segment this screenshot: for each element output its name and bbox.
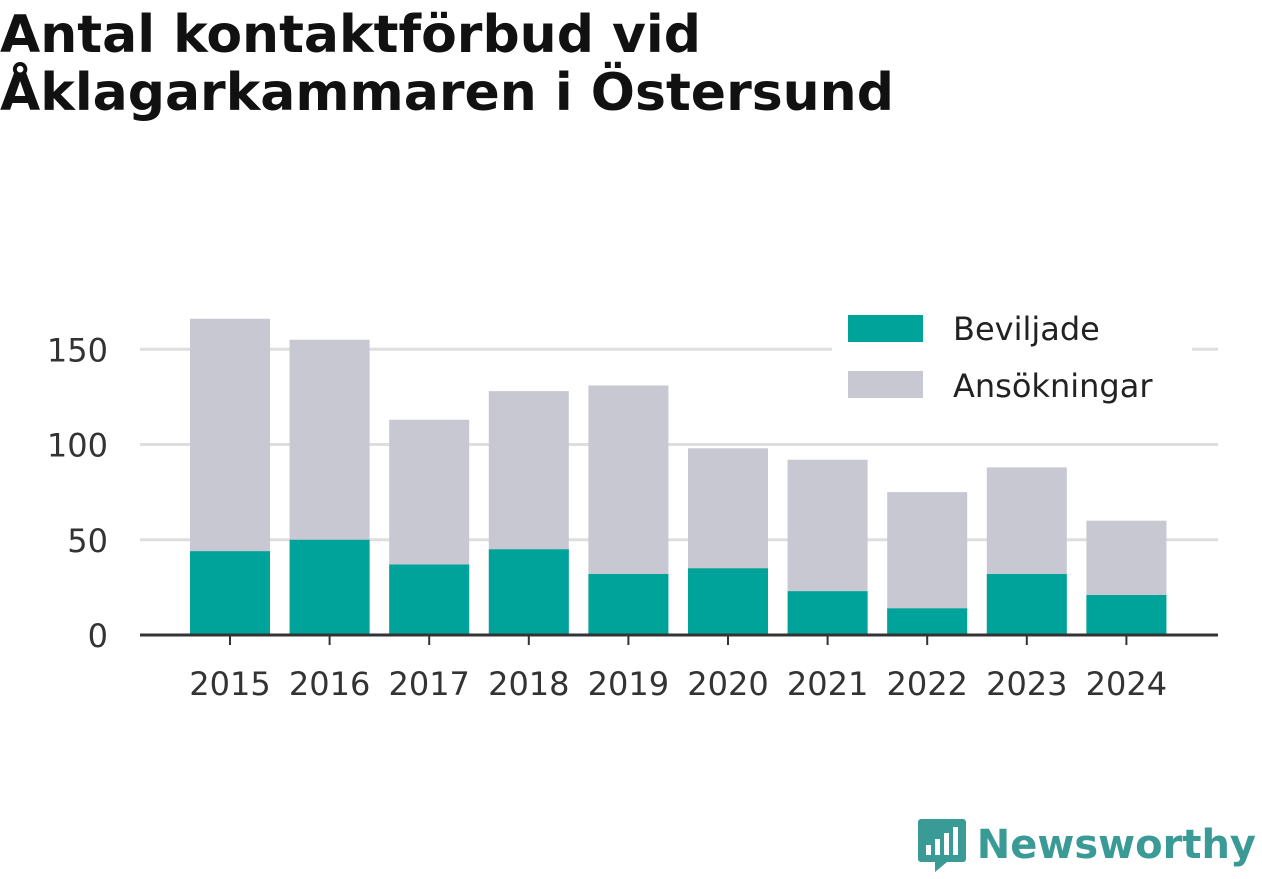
newsworthy-logo-icon bbox=[917, 819, 966, 872]
x-tick-label-2021: 2021 bbox=[787, 665, 868, 703]
bar-beviljade-2018 bbox=[488, 549, 569, 635]
x-tick-label-2018: 2018 bbox=[488, 665, 569, 703]
bar-beviljade-2023 bbox=[986, 574, 1067, 635]
y-tick-label-0: 0 bbox=[88, 617, 108, 655]
legend-label-ansokningar: Ansökningar bbox=[953, 367, 1153, 405]
x-tick-label-2023: 2023 bbox=[986, 665, 1067, 703]
title-line-2: Åklagarkammaren i Östersund bbox=[0, 63, 894, 123]
bar-beviljade-2016 bbox=[289, 539, 370, 635]
y-tick-label-50: 50 bbox=[67, 522, 108, 560]
x-tick-label-2015: 2015 bbox=[189, 665, 270, 703]
bar-beviljade-2020 bbox=[688, 568, 768, 635]
bar-beviljade-2019 bbox=[588, 574, 669, 635]
x-tick-label-2019: 2019 bbox=[588, 665, 669, 703]
bar-beviljade-2021 bbox=[787, 591, 868, 635]
bar-beviljade-2017 bbox=[389, 564, 470, 635]
legend-label-beviljade: Beviljade bbox=[953, 310, 1100, 348]
bar-beviljade-2024 bbox=[1086, 594, 1167, 635]
bar-beviljade-2015 bbox=[190, 551, 270, 635]
legend-swatch-beviljade bbox=[848, 315, 923, 342]
x-tick-label-2017: 2017 bbox=[388, 665, 469, 703]
brand-logo: Newsworthy bbox=[917, 817, 1256, 873]
y-tick-label-150: 150 bbox=[47, 331, 108, 369]
bar-beviljade-2022 bbox=[887, 608, 968, 635]
x-tick-label-2020: 2020 bbox=[687, 665, 768, 703]
y-tick-label-100: 100 bbox=[47, 427, 108, 465]
brand-name: Newsworthy bbox=[976, 822, 1256, 868]
x-tick-label-2024: 2024 bbox=[1086, 665, 1167, 703]
title-line-1: Antal kontaktförbud vid bbox=[0, 5, 701, 65]
x-tick-label-2022: 2022 bbox=[886, 665, 967, 703]
legend-swatch-ansokningar bbox=[848, 371, 923, 398]
x-tick-label-2016: 2016 bbox=[289, 665, 370, 703]
chart-title: Antal kontaktförbud vid Åklagarkammaren … bbox=[0, 6, 1100, 122]
